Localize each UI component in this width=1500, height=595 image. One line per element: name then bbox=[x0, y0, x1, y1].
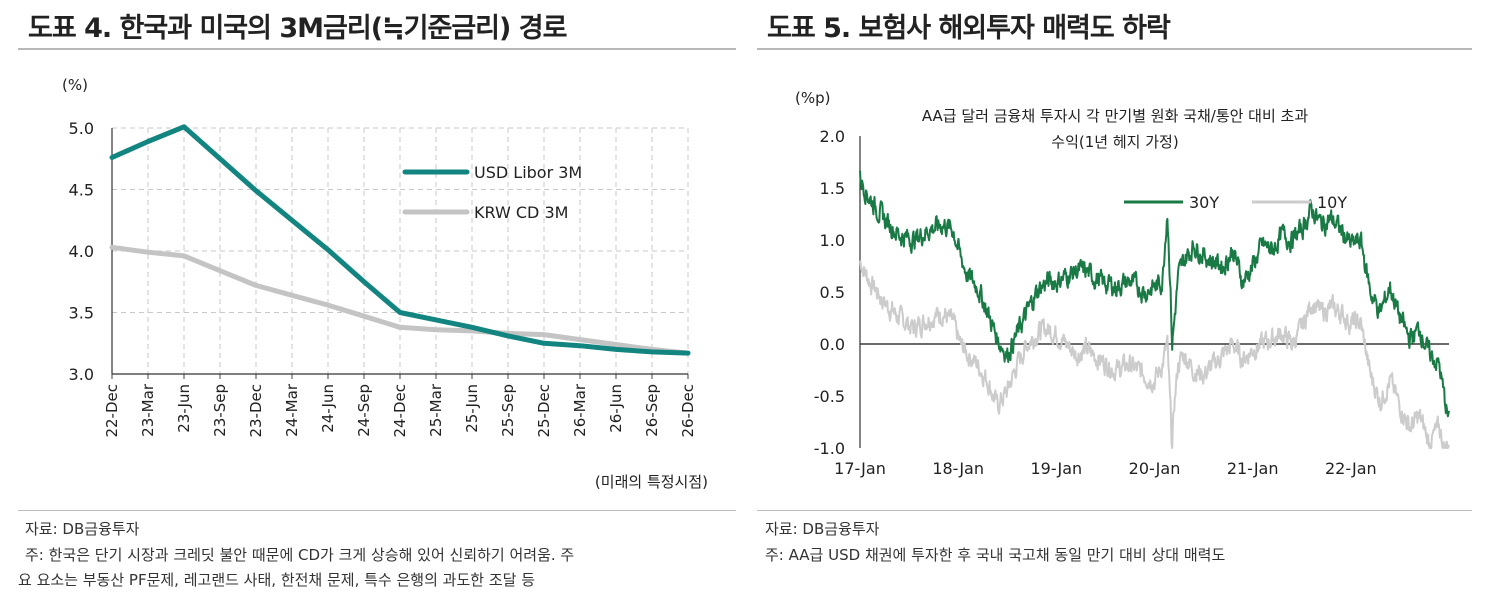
left-x-tick-label: 24-Sep bbox=[355, 384, 373, 437]
right-series-line-30y bbox=[859, 170, 1450, 418]
right-y-tick-label: 0.0 bbox=[820, 335, 845, 354]
right-title-divider bbox=[757, 48, 1472, 50]
right-x-tick-label: 18-Jan bbox=[932, 459, 984, 478]
right-source: 자료: DB금융투자 bbox=[765, 520, 880, 538]
left-x-tick-label: 25-Dec bbox=[535, 384, 553, 438]
left-y-axis-unit: (%) bbox=[62, 76, 88, 94]
right-chart-title: AA급 달러 금융채 투자시 각 만기별 원화 국채/통안 대비 초과 bbox=[922, 107, 1309, 125]
left-x-tick-label: 23-Sep bbox=[211, 384, 229, 437]
right-y-tick-label: 1.5 bbox=[820, 179, 845, 198]
left-x-tick-label: 23-Mar bbox=[139, 383, 157, 437]
right-excess-return-chart: 2.0 1.5 1.0 0.5 0.0 -0.5 -1.017-Jan 18-Jan 19-Ja… bbox=[795, 89, 1450, 478]
left-x-tick-label: 24-Mar bbox=[283, 383, 301, 437]
left-footer-divider bbox=[18, 510, 736, 511]
left-x-tick-label: 25-Sep bbox=[499, 384, 517, 437]
left-x-tick-label: 25-Mar bbox=[427, 383, 445, 437]
left-y-tick-label: 3.5 bbox=[69, 304, 94, 323]
left-note-line2: 요 요소는 부동산 PF문제, 레고랜드 사태, 한전채 문제, 특수 은행의 … bbox=[18, 571, 535, 589]
right-x-tick-label: 22-Jan bbox=[1325, 459, 1377, 478]
right-note: 주: AA급 USD 채권에 투자한 후 국내 국고채 동일 만기 대비 상대 … bbox=[765, 546, 1226, 564]
left-y-tick-label: 4.0 bbox=[69, 242, 94, 261]
left-x-tick-label: 26-Jun bbox=[607, 384, 625, 433]
left-series-line-krw-cd bbox=[109, 244, 691, 356]
right-y-axis-unit: (%p) bbox=[795, 89, 830, 107]
left-x-tick-label: 26-Dec bbox=[679, 384, 697, 438]
right-y-tick-label: -0.5 bbox=[814, 387, 845, 406]
left-legend-label: USD Libor 3M bbox=[474, 163, 582, 182]
left-x-tick-label: 24-Jun bbox=[319, 384, 337, 433]
right-figure-title: 도표 5. 보험사 해외투자 매력도 하락 bbox=[767, 13, 1171, 44]
right-x-tick-label: 21-Jan bbox=[1227, 459, 1279, 478]
left-x-tick-label: 23-Jun bbox=[175, 384, 193, 433]
right-x-tick-label: 19-Jan bbox=[1030, 459, 1082, 478]
left-x-tick-label: 26-Mar bbox=[571, 383, 589, 437]
right-footer-divider bbox=[757, 510, 1472, 511]
left-note-line1: 주: 한국은 단기 시장과 크레딧 불안 때문에 CD가 크게 상승해 있어 신… bbox=[25, 546, 575, 564]
left-rate-path-chart: 5.0 4.5 4.0 3.5 3.0 22-Dec 23-Mar 23-Jun 23-Sep 2… bbox=[62, 76, 708, 491]
right-y-tick-label: 1.0 bbox=[820, 231, 845, 250]
right-legend-label-30y: 30Y bbox=[1189, 193, 1219, 212]
right-legend-label-10y: 10Y bbox=[1317, 193, 1347, 212]
right-chart-subtitle: 수익(1년 헤지 가정) bbox=[1051, 133, 1178, 151]
left-source: 자료: DB금융투자 bbox=[25, 520, 140, 538]
right-x-tick-label: 20-Jan bbox=[1129, 459, 1181, 478]
left-x-tick-label: 26-Sep bbox=[643, 384, 661, 437]
left-figure-title: 도표 4. 한국과 미국의 3M금리(≒기준금리) 경로 bbox=[28, 13, 567, 44]
left-x-tick-label: 22-Dec bbox=[103, 384, 121, 438]
right-y-tick-label: 0.5 bbox=[820, 283, 845, 302]
right-series-line-10y bbox=[859, 260, 1450, 449]
left-y-tick-label: 5.0 bbox=[69, 119, 94, 138]
left-series-line-usd-libor bbox=[109, 124, 691, 356]
left-y-tick-label: 3.0 bbox=[69, 365, 94, 384]
left-x-axis-note: (미래의 특정시점) bbox=[595, 473, 708, 491]
left-y-tick-label: 4.5 bbox=[69, 181, 94, 200]
right-figure-panel: 도표 5. 보험사 해외투자 매력도 하락 2.0 1.5 1.0 0.5 0.0 -0.… bbox=[755, 0, 1500, 595]
left-x-tick-label: 23-Dec bbox=[247, 384, 265, 438]
right-y-tick-label: 2.0 bbox=[820, 127, 845, 146]
left-legend-label: KRW CD 3M bbox=[474, 203, 568, 222]
right-y-tick-label: -1.0 bbox=[814, 439, 845, 458]
right-x-tick-label: 17-Jan bbox=[834, 459, 886, 478]
left-x-tick-label: 25-Jun bbox=[463, 384, 481, 433]
left-title-divider bbox=[18, 48, 736, 50]
left-x-tick-label: 24-Dec bbox=[391, 384, 409, 438]
left-figure-panel: 도표 4. 한국과 미국의 3M금리(≒기준금리) 경로 5.0 4.5 4.0 3.… bbox=[0, 0, 745, 595]
